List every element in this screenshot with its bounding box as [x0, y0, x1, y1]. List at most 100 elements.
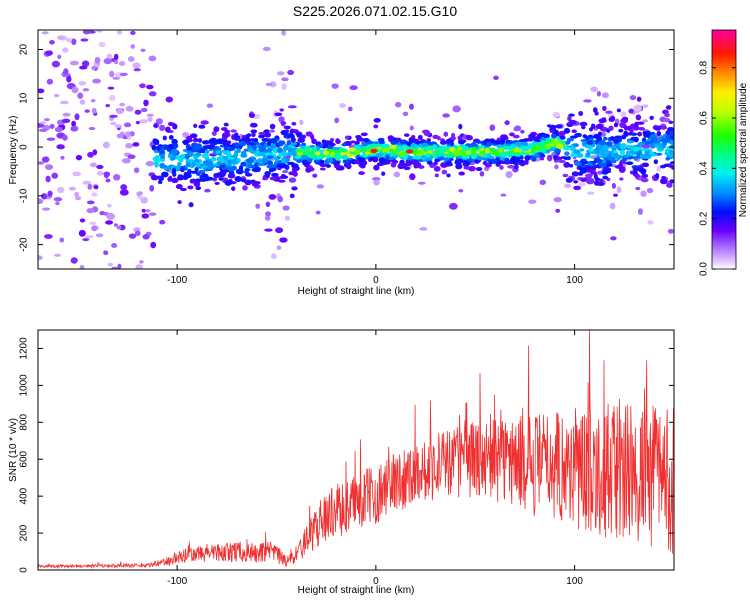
spectrogram-cell: [488, 155, 494, 160]
spectrogram-cell: [629, 95, 637, 101]
spectrogram-cell: [54, 126, 63, 133]
spectrogram-cell: [223, 122, 229, 127]
spectrogram-cell: [79, 218, 86, 223]
spectrogram-cell: [406, 149, 414, 154]
spectrogram-cell: [248, 112, 256, 118]
spectrogram-cell: [264, 228, 273, 232]
spectrogram-cell: [638, 168, 647, 173]
spectrogram-cell: [458, 123, 463, 130]
colorbar-tick-label: 0.2: [699, 211, 710, 225]
spectrogram-cell: [65, 37, 73, 43]
snr-y-ticks: 0 200 400 600 800 1000 1200: [19, 337, 674, 573]
spectrogram-cell: [281, 83, 287, 90]
spectrogram-cell: [371, 177, 381, 181]
spectrogram-cell: [82, 30, 91, 35]
spectrogram-cell: [282, 170, 289, 174]
spectrogram-cell: [185, 162, 192, 168]
spectrogram-cell: [632, 147, 640, 152]
spectrogram-cell: [410, 143, 418, 148]
spectrogram-cell: [420, 154, 427, 161]
spectrogram-cell: [160, 171, 169, 178]
spectrogram-cell: [613, 122, 619, 128]
spectrogram-marks: [38, 30, 674, 269]
spectrogram-cell: [521, 147, 530, 152]
spectrogram-cell: [204, 188, 211, 193]
spectrogram-cell: [167, 153, 174, 159]
spectrogram-cell: [167, 176, 173, 182]
spectrogram-cell: [265, 82, 273, 86]
spectrogram-cell: [162, 135, 167, 141]
spectrogram-cell: [187, 168, 192, 175]
spectrogram-cell: [142, 234, 150, 240]
spectrogram-cell: [172, 143, 179, 149]
snr-x-tick-label: 100: [566, 576, 583, 587]
colorbar-ticks: 0.0 0.2 0.4 0.6 0.8: [699, 60, 736, 276]
spectrogram-cell: [120, 184, 128, 191]
spectrogram-cell: [396, 137, 401, 142]
spectrogram-cell: [92, 78, 101, 84]
spectrogram-cell: [174, 165, 182, 170]
spectrogram-cell: [590, 86, 598, 92]
spectrogram-cell: [392, 153, 398, 158]
spectrogram-cell: [133, 68, 141, 72]
spectrogram-cell: [62, 134, 68, 141]
spectrogram-cell: [75, 196, 82, 201]
spectrogram-cell: [170, 148, 179, 155]
spectrogram-cell: [270, 253, 277, 260]
spectrogram-cell: [627, 132, 633, 136]
spectrogram-cell: [189, 179, 196, 184]
spectrogram-cell: [59, 100, 69, 105]
spectrogram-cell: [91, 107, 97, 114]
spectrogram-cell: [445, 160, 453, 166]
spectrogram-cell: [236, 148, 241, 154]
spectrogram-cell: [57, 35, 64, 40]
spectrogram-cell: [400, 139, 408, 145]
figure-title: S225.2026.071.02.15.G10: [292, 3, 458, 19]
spectrogram-cell: [44, 234, 53, 239]
spectrogram-cell: [253, 137, 259, 143]
snr-y-tick-label: 1200: [19, 337, 30, 360]
spectrogram-cell: [381, 171, 386, 176]
spectrogram-cell: [291, 129, 299, 134]
spectrogram-cell: [623, 130, 629, 137]
spectrogram-cell: [660, 138, 668, 143]
spectrogram-cell: [524, 159, 529, 165]
spectrogram-cell: [598, 148, 606, 154]
spectrogram-cell: [641, 143, 651, 149]
spectrogram-cell: [148, 212, 157, 216]
spectrogram-cell: [619, 177, 624, 181]
spectrogram-cell: [426, 141, 432, 145]
spectrogram-cell: [452, 105, 461, 113]
spectrogram-cell: [46, 78, 54, 85]
spectrogram-cell: [105, 104, 110, 108]
spectrogram-cell: [514, 164, 519, 170]
spectrogram-cell: [554, 164, 559, 170]
spectrogram-cell: [519, 155, 524, 160]
spectrogram-cell: [620, 111, 627, 117]
spectrogram-cell: [44, 164, 54, 171]
spectrogram-cell: [49, 40, 55, 45]
spectrogram-cell: [509, 132, 515, 137]
colorbar-tick-label: 0.4: [699, 161, 710, 175]
spectrogram-cell: [114, 60, 119, 65]
spectrogram-cell: [123, 122, 132, 128]
spectrogram-cell: [393, 171, 401, 178]
spectrogram-x-label: Height of straight line (km): [298, 286, 415, 297]
spectrogram-cell: [378, 157, 387, 163]
spectrogram-cell: [251, 132, 256, 138]
spectrogram-cell: [265, 201, 271, 207]
spectrogram-cell: [291, 167, 298, 173]
spectrogram-cell: [634, 121, 639, 128]
spectrogram-cell: [265, 211, 271, 217]
spectrogram-cell: [38, 128, 48, 132]
spectrogram-cell: [316, 155, 324, 159]
spectrogram-cell: [637, 131, 643, 137]
spectrogram-cell: [96, 171, 104, 176]
spectrogram-cell: [412, 155, 420, 160]
spectrogram-cell: [331, 83, 339, 89]
spectrogram-cell: [307, 152, 312, 159]
spectrogram-cell: [216, 147, 222, 151]
spectrogram-cell: [288, 177, 297, 183]
spectrogram-cell: [138, 119, 148, 124]
snr-x-tick-label: -100: [167, 576, 187, 587]
